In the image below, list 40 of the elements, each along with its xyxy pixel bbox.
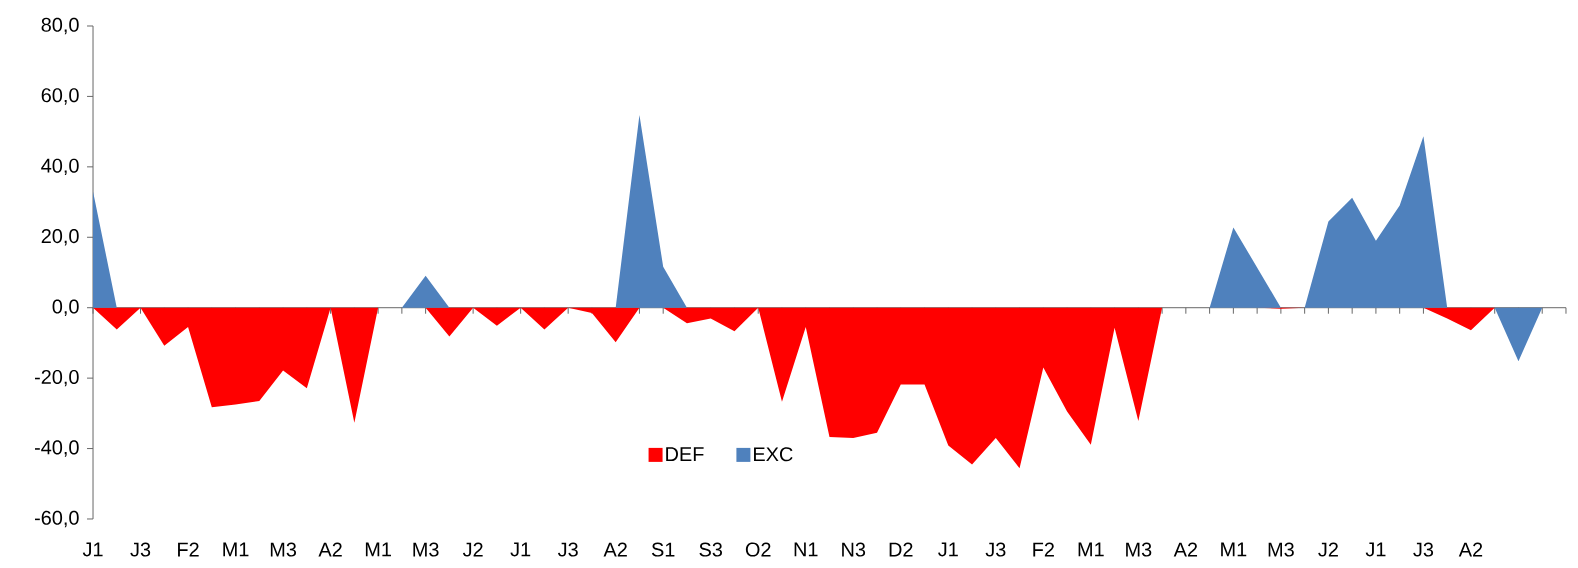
x-tick-label: M3 (270, 542, 297, 557)
x-tick-label: S1 (651, 542, 675, 557)
y-tick-label: 40,0 (41, 158, 79, 176)
x-tick-label: J1 (510, 542, 531, 557)
legend-label: EXC (754, 447, 793, 462)
y-tick-label: 60,0 (41, 88, 79, 105)
x-tick-label: A2 (318, 542, 342, 557)
x-tick-label: A2 (1458, 542, 1483, 557)
x-tick-label: J1 (82, 542, 103, 557)
y-tick-label: 80,0 (41, 17, 79, 35)
x-tick-label: M1 (1078, 542, 1104, 557)
y-tick-label: -40,0 (34, 440, 79, 457)
x-tick-label: A2 (1173, 542, 1198, 557)
x-tick-label: J3 (557, 542, 578, 557)
y-tick-label: 0,0 (52, 299, 79, 316)
y-tick-label: -20,0 (34, 369, 79, 387)
x-tick-label: M3 (1126, 542, 1152, 557)
x-tick-label: M3 (413, 542, 439, 557)
x-tick-label: J1 (938, 542, 958, 557)
x-tick-label: O2 (745, 542, 771, 557)
x-tick-label: J3 (130, 542, 151, 557)
y-tick-label: 20,0 (41, 229, 79, 246)
x-tick-label: J1 (1365, 542, 1386, 557)
x-tick-label: J3 (1413, 542, 1434, 557)
legend-label: DEF (666, 447, 704, 461)
x-tick-label: M1 (1221, 542, 1247, 557)
x-tick-label: M1 (223, 542, 249, 557)
x-tick-label: D2 (889, 542, 913, 557)
x-tick-label: S3 (699, 542, 723, 557)
x-tick-label: M3 (1268, 542, 1294, 557)
x-tick-label: F2 (178, 542, 199, 557)
x-tick-label: M1 (365, 542, 391, 557)
x-tick-label: F2 (1033, 542, 1054, 557)
x-tick-label: J3 (985, 542, 1006, 557)
x-tick-label: N1 (794, 542, 818, 557)
x-tick-label: J2 (1318, 542, 1338, 557)
x-tick-label: J2 (462, 542, 483, 557)
x-tick-label: A2 (603, 542, 627, 557)
x-tick-label: N3 (842, 542, 866, 557)
y-tick-label: -60,0 (34, 510, 79, 528)
